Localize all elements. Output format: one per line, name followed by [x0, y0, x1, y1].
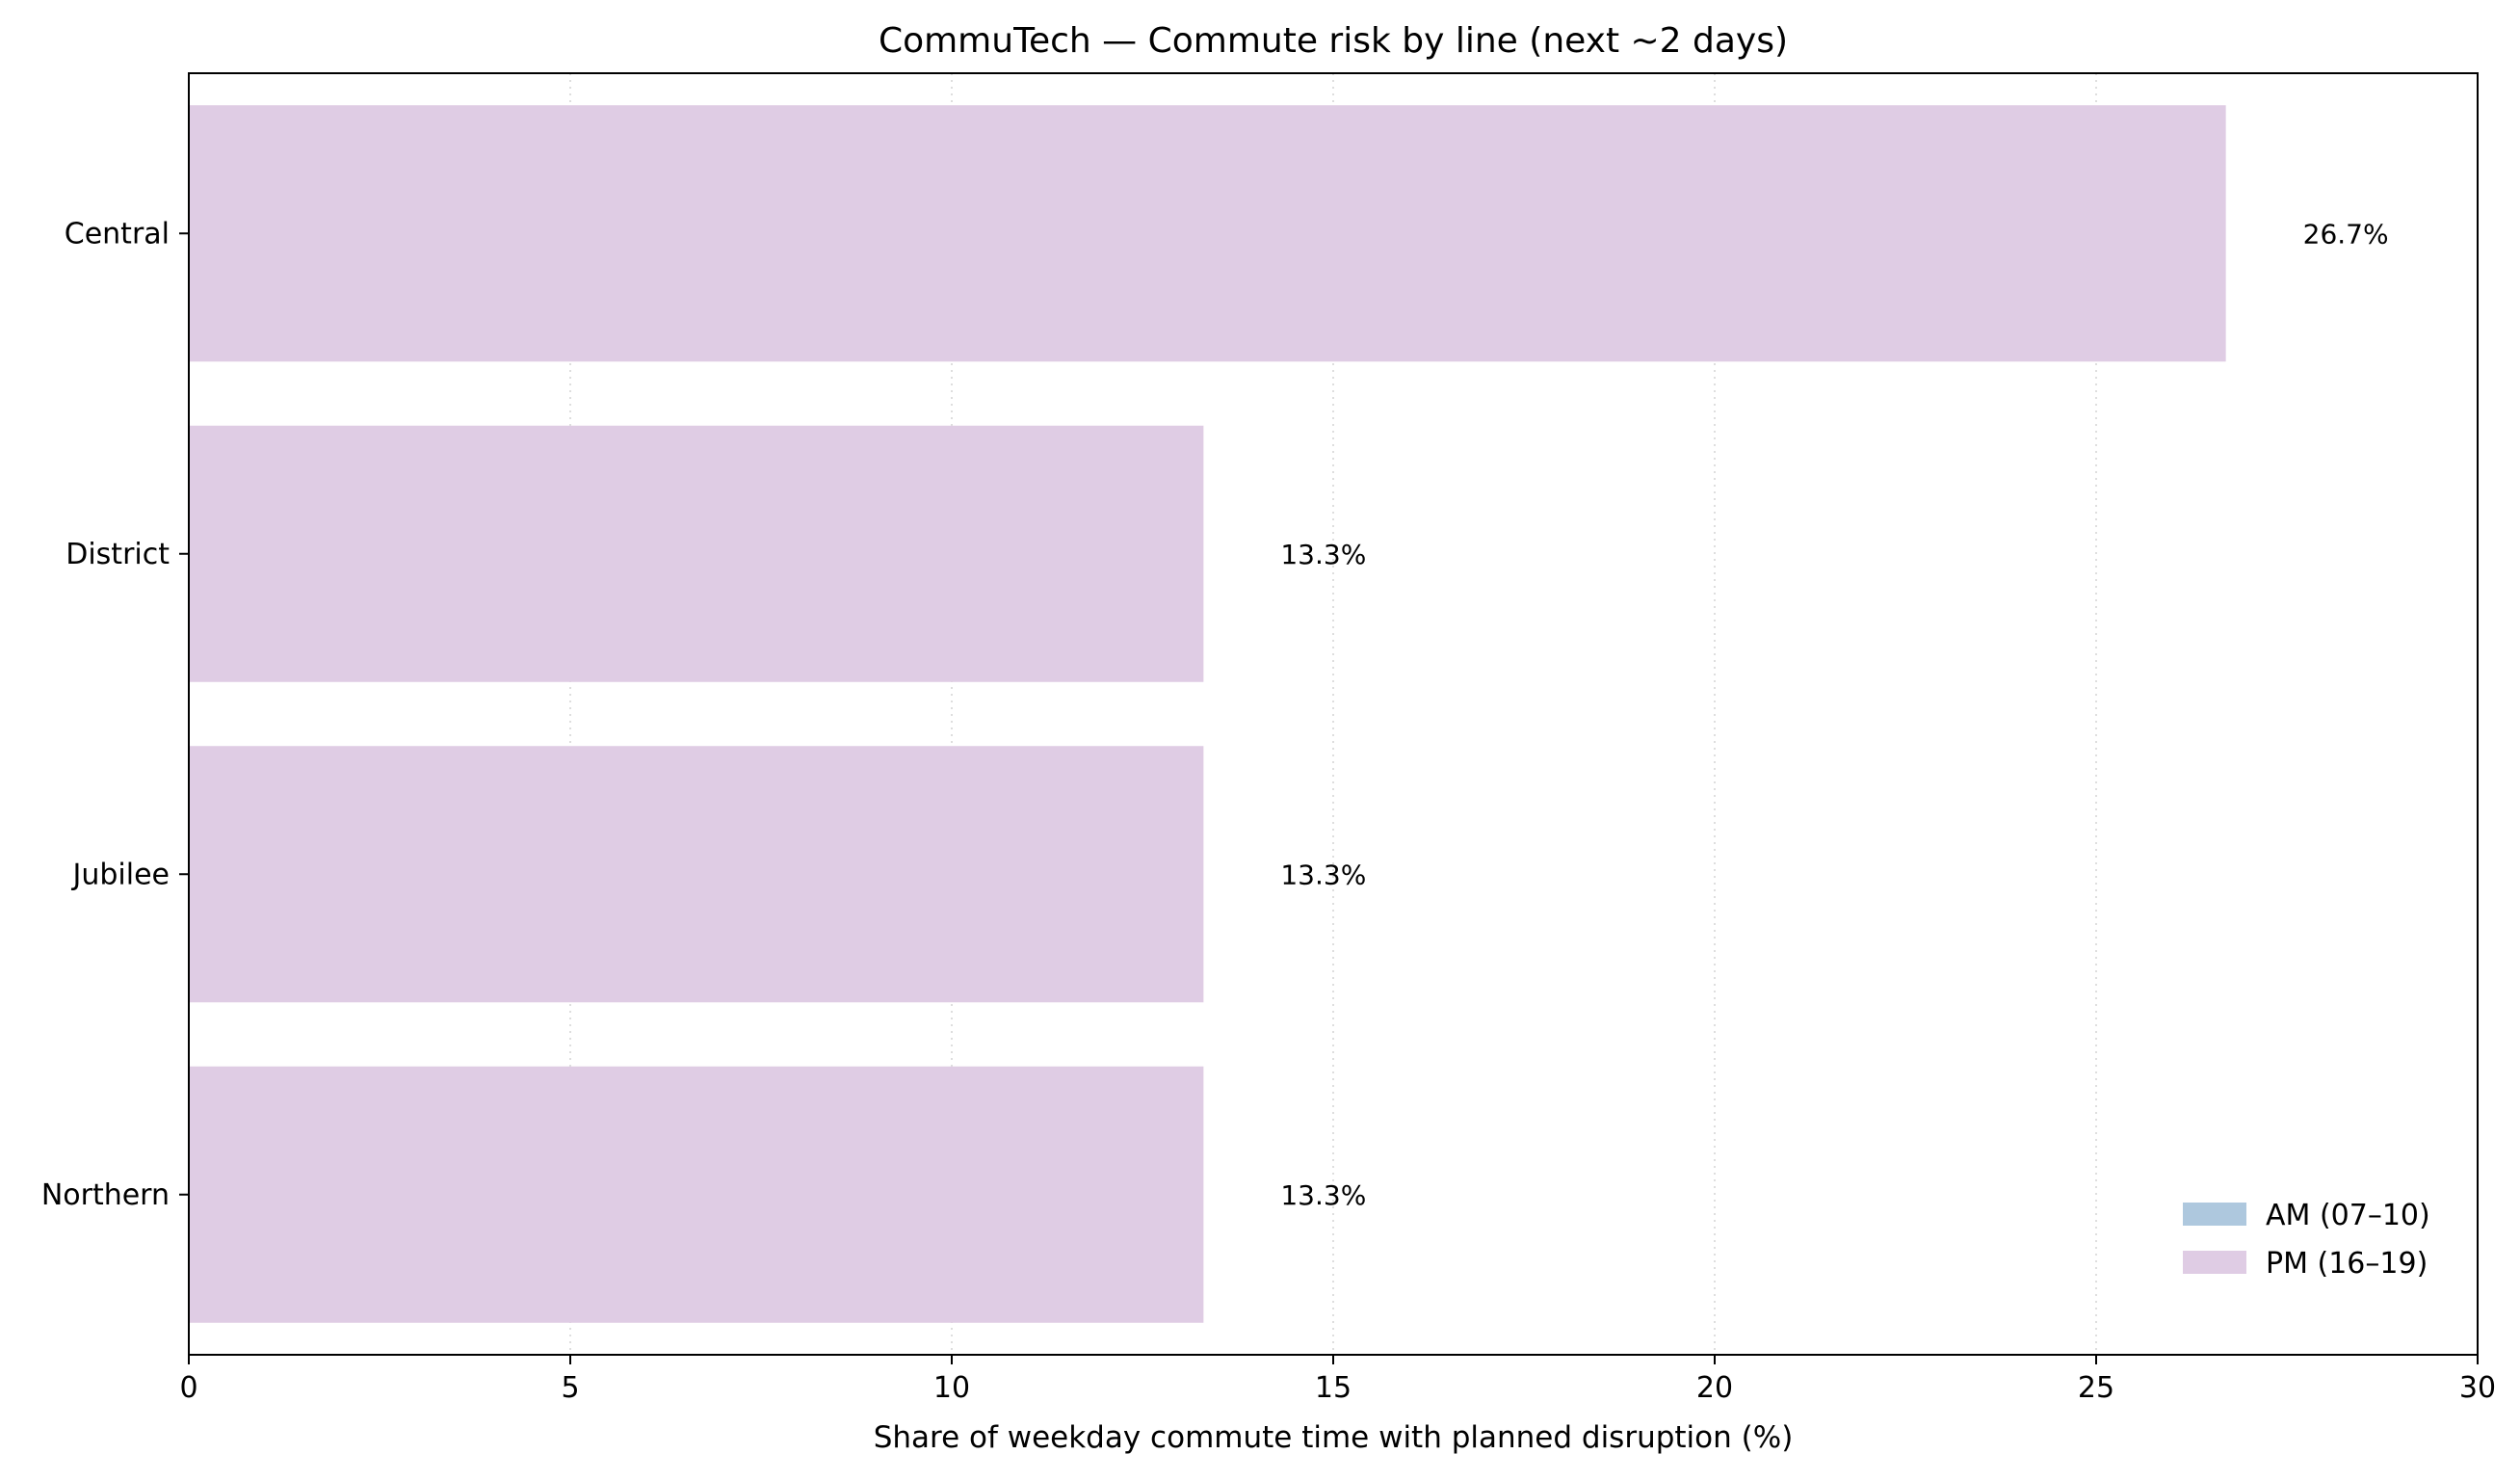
x-tick-label-10: 10	[933, 1371, 970, 1405]
x-axis-ticks: 0 5 10 15 20 25 30	[179, 1355, 2496, 1405]
legend-swatch-0	[2183, 1203, 2246, 1226]
bar-value-label-district: 13.3%	[1280, 539, 1366, 570]
y-tick-label-jubilee: Jubilee	[71, 858, 171, 891]
x-tick-label-15: 15	[1315, 1371, 1352, 1405]
legend: AM (07–10) PM (16–19)	[2164, 1185, 2464, 1339]
bars	[189, 105, 2226, 1323]
bar-jubilee-series-1	[189, 746, 1204, 1003]
y-tick-label-central: Central	[65, 217, 170, 251]
legend-label-0: AM (07–10)	[2266, 1199, 2430, 1232]
x-tick-label-30: 30	[2459, 1371, 2496, 1405]
x-axis-label: Share of weekday commute time with plann…	[874, 1420, 1794, 1455]
bar-northern-series-1	[189, 1066, 1204, 1323]
x-tick-label-25: 25	[2078, 1371, 2114, 1405]
legend-label-1: PM (16–19)	[2266, 1247, 2428, 1281]
x-tick-label-5: 5	[561, 1371, 579, 1405]
x-tick-label-20: 20	[1696, 1371, 1733, 1405]
bar-labels: 26.7% 13.3% 13.3% 13.3%	[1280, 218, 2388, 1211]
x-tick-label-0: 0	[179, 1371, 197, 1405]
y-tick-label-northern: Northern	[41, 1178, 170, 1212]
chart-title: CommuTech — Commute risk by line (next ~…	[879, 21, 1788, 61]
bar-value-label-northern: 13.3%	[1280, 1179, 1366, 1211]
y-tick-label-district: District	[66, 538, 170, 571]
gridlines	[569, 73, 2097, 1355]
legend-swatch-1	[2183, 1251, 2246, 1274]
bar-district-series-1	[189, 425, 1204, 682]
bar-central-series-1	[189, 105, 2226, 362]
bar-value-label-central: 26.7%	[2303, 218, 2389, 250]
bar-value-label-jubilee: 13.3%	[1280, 859, 1366, 890]
y-axis-ticks: Central District Jubilee Northern	[41, 217, 189, 1212]
